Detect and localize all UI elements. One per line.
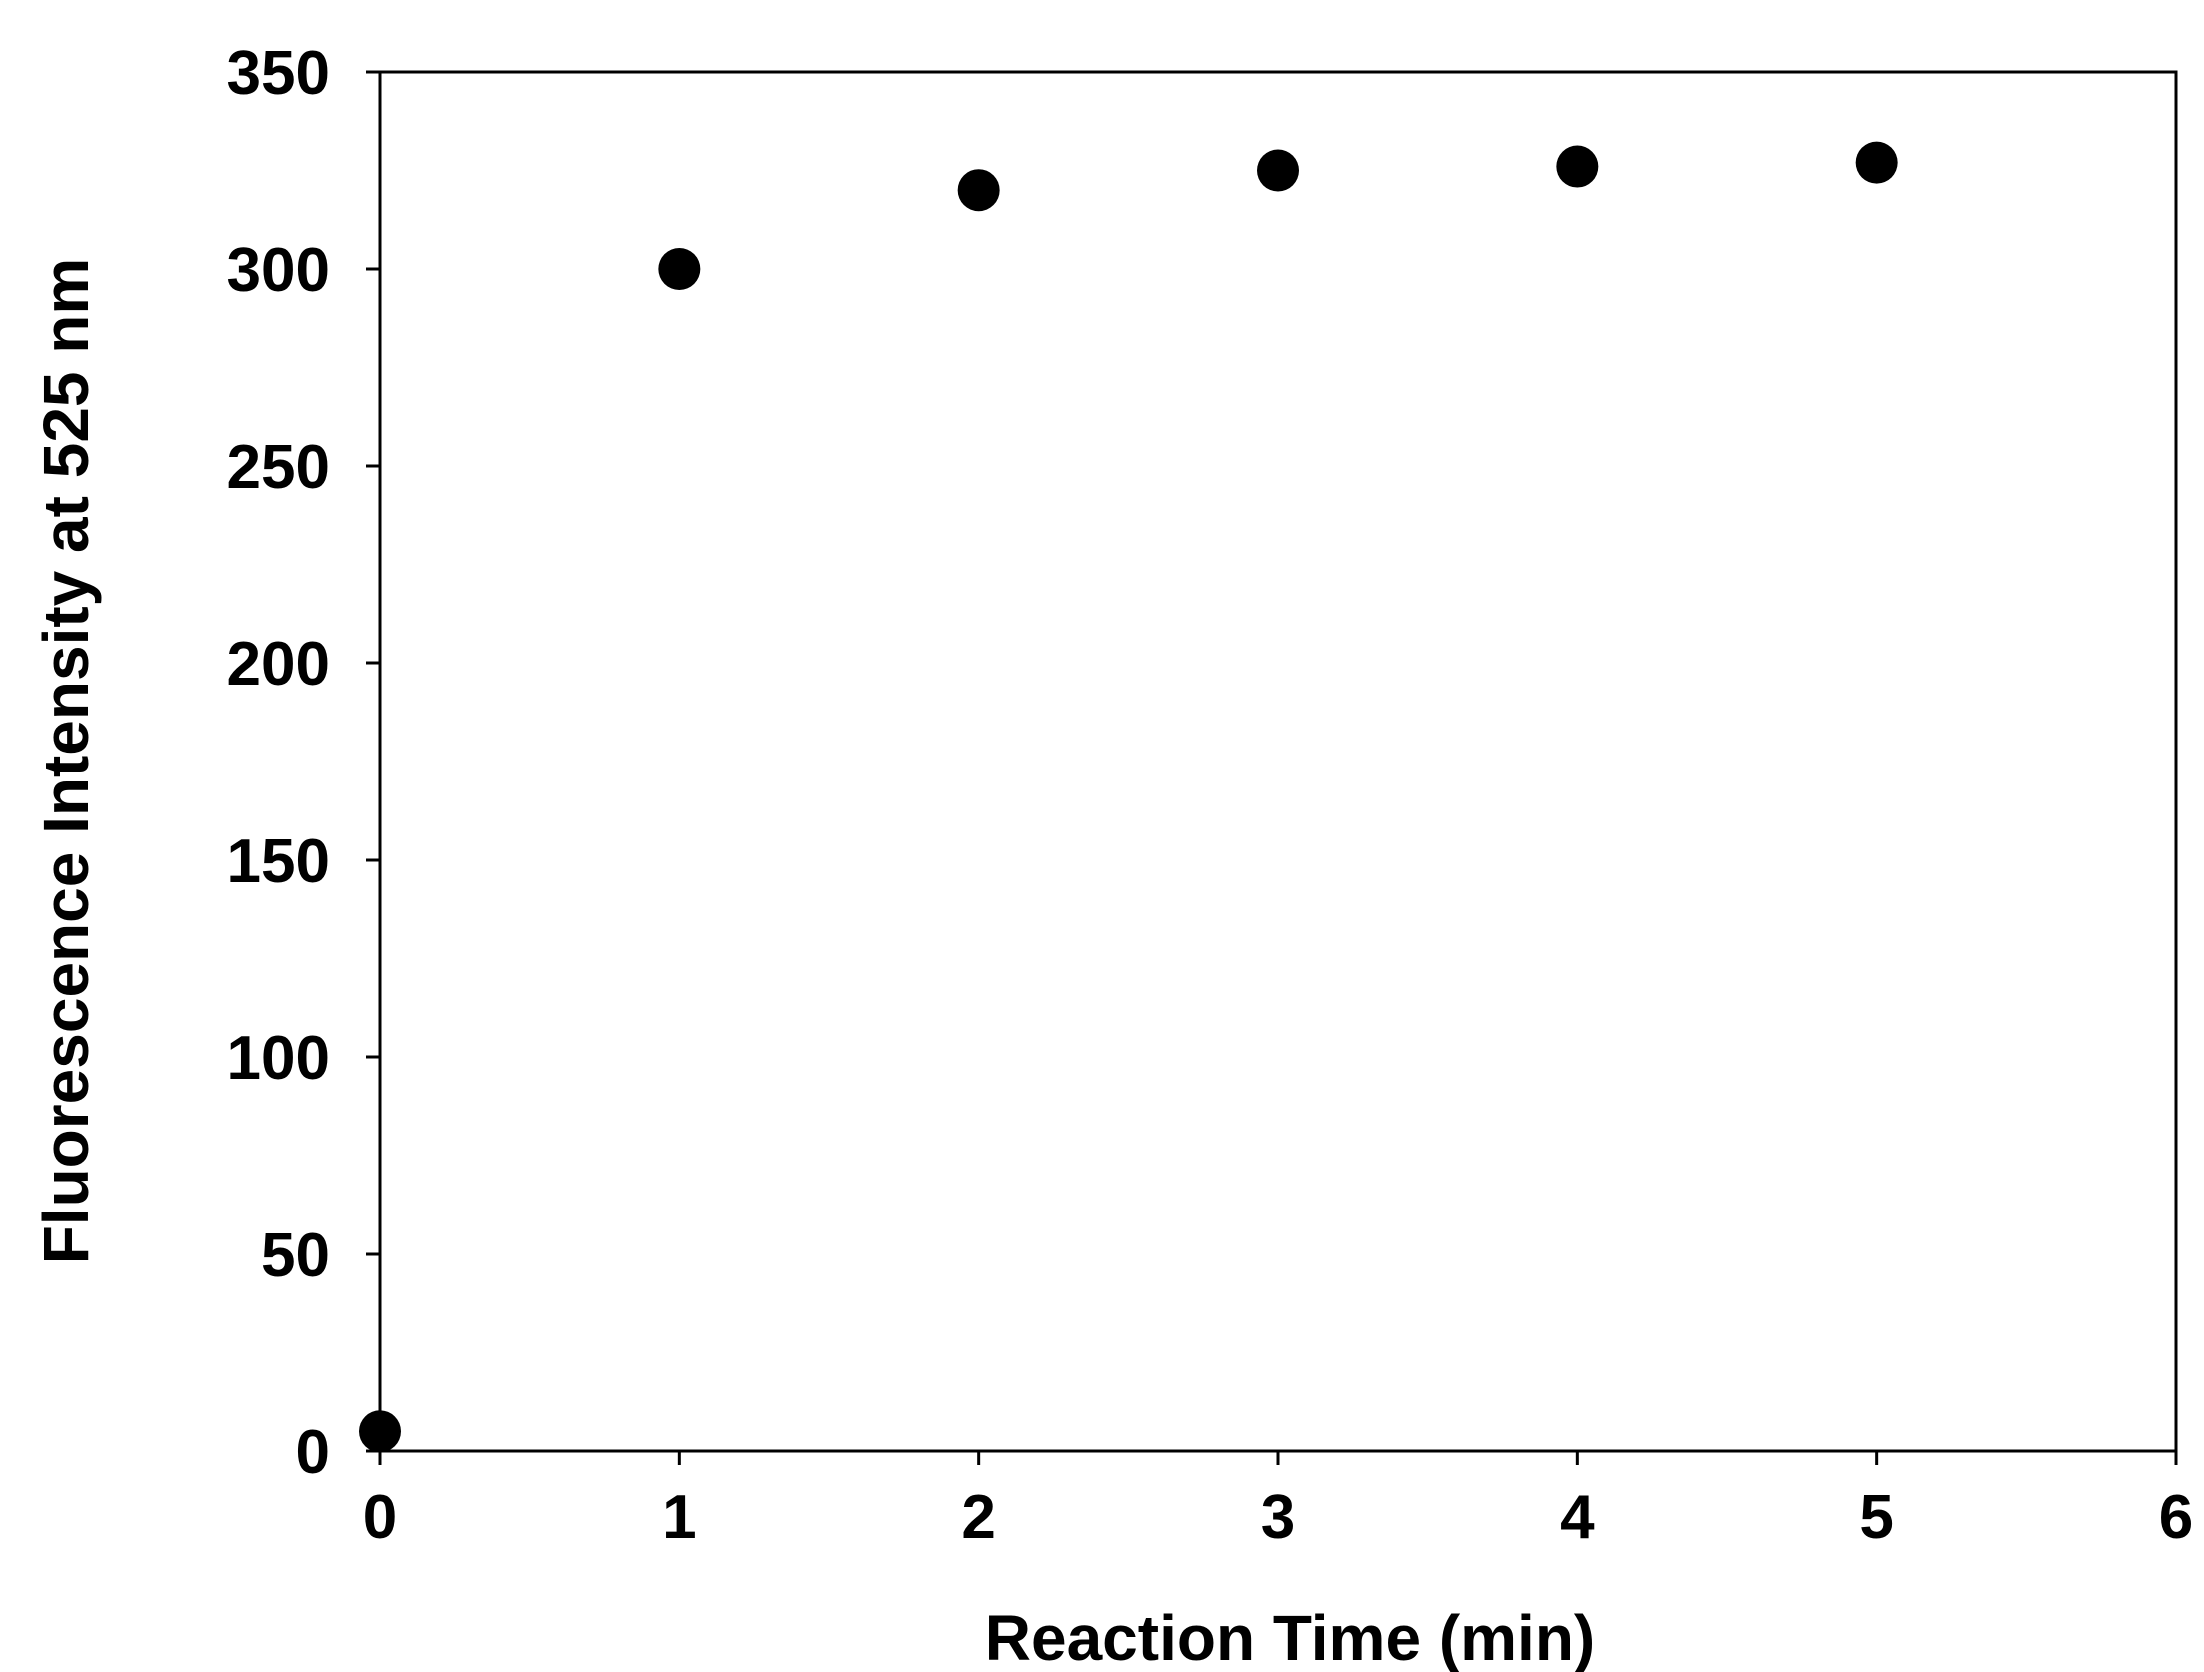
x-tick-label: 0	[363, 1483, 397, 1552]
x-tick-label: 5	[1859, 1483, 1893, 1552]
data-point	[359, 1410, 401, 1453]
y-tick-label: 250	[227, 433, 330, 502]
y-axis-title: Fluorescence Intensity at 525 nm	[30, 258, 102, 1265]
y-tick-label: 0	[296, 1418, 330, 1487]
y-tick-label: 50	[261, 1221, 330, 1290]
data-point	[1257, 149, 1299, 192]
plot-area-frame	[378, 70, 2178, 1453]
y-tick-label: 350	[227, 39, 330, 108]
x-tick-label: 2	[961, 1483, 995, 1552]
y-tick-label: 300	[227, 236, 330, 305]
data-point	[658, 248, 701, 290]
x-tick-label: 6	[2159, 1483, 2193, 1552]
data-point	[957, 169, 1000, 212]
data-point	[1556, 145, 1599, 188]
y-tick-label: 150	[227, 827, 330, 896]
x-tick-label: 4	[1560, 1483, 1595, 1552]
data-point	[1855, 141, 1898, 184]
x-tick-label: 3	[1261, 1483, 1295, 1552]
x-axis-title: Reaction Time (min)	[985, 1602, 1595, 1672]
y-tick-label: 100	[227, 1024, 330, 1093]
y-axis-ticks: 0 50 100 150 200 250 300 350	[227, 39, 380, 1487]
x-tick-label: 1	[662, 1483, 696, 1552]
x-axis-ticks: 0 1 2 3 4 5 6	[363, 1451, 2193, 1552]
data-points	[359, 141, 1898, 1453]
y-tick-label: 200	[227, 630, 330, 699]
